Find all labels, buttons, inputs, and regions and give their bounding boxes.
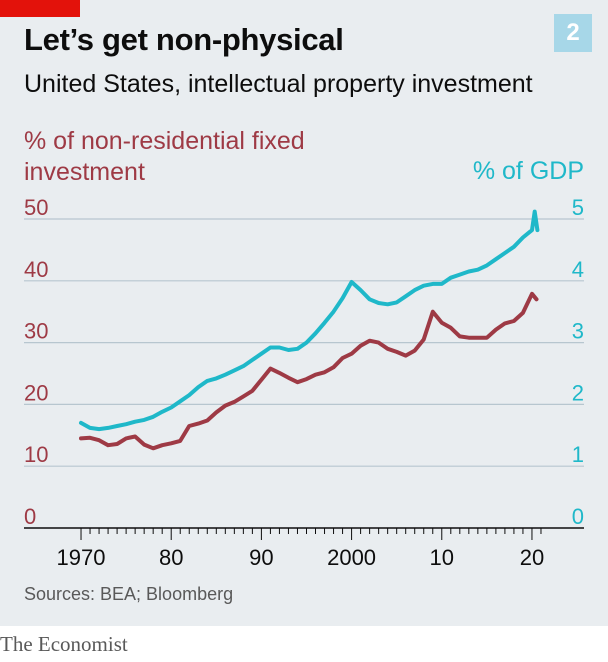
x-tick-label: 1970 bbox=[57, 545, 106, 570]
publisher-logo: The Economist bbox=[0, 632, 128, 656]
right-tick-label: 2 bbox=[572, 380, 584, 405]
left-tick-label: 10 bbox=[24, 442, 48, 467]
right-axis-label: % of GDP bbox=[472, 157, 584, 185]
gridlines bbox=[24, 218, 584, 529]
x-tick-label: 2000 bbox=[327, 545, 376, 570]
chart-panel bbox=[0, 0, 608, 626]
brand-red-tag bbox=[0, 0, 80, 17]
right-tick-label: 5 bbox=[572, 195, 584, 220]
source-note: Sources: BEA; Bloomberg bbox=[24, 584, 234, 604]
series-line-non-residential-share bbox=[79, 291, 539, 451]
x-tick-label: 90 bbox=[249, 545, 273, 570]
left-axis-ticks: 50 40 30 20 10 0 bbox=[24, 195, 48, 529]
left-axis-label: % of non-residential fixed investment bbox=[24, 127, 305, 186]
x-axis: 1970 80 90 2000 10 20 bbox=[57, 528, 544, 570]
chart-subtitle: United States, intellectual property inv… bbox=[24, 70, 533, 98]
x-tick-label: 80 bbox=[159, 545, 183, 570]
chart-number-badge: 2 bbox=[554, 14, 592, 52]
right-tick-label: 0 bbox=[572, 504, 584, 529]
left-tick-label: 40 bbox=[24, 257, 48, 282]
left-tick-label: 0 bbox=[24, 504, 36, 529]
chart-title: Let’s get non-physical bbox=[24, 22, 344, 57]
left-tick-label: 20 bbox=[24, 380, 48, 405]
series-line-gdp-share bbox=[79, 209, 540, 432]
right-tick-label: 3 bbox=[572, 319, 584, 344]
x-tick-label: 20 bbox=[520, 545, 544, 570]
x-tick-label: 10 bbox=[430, 545, 454, 570]
right-tick-label: 1 bbox=[572, 442, 584, 467]
right-axis-ticks: 5 4 3 2 1 0 bbox=[572, 195, 584, 529]
series-lines bbox=[79, 209, 540, 451]
left-tick-label: 50 bbox=[24, 195, 48, 220]
right-tick-label: 4 bbox=[572, 257, 584, 282]
left-tick-label: 30 bbox=[24, 319, 48, 344]
